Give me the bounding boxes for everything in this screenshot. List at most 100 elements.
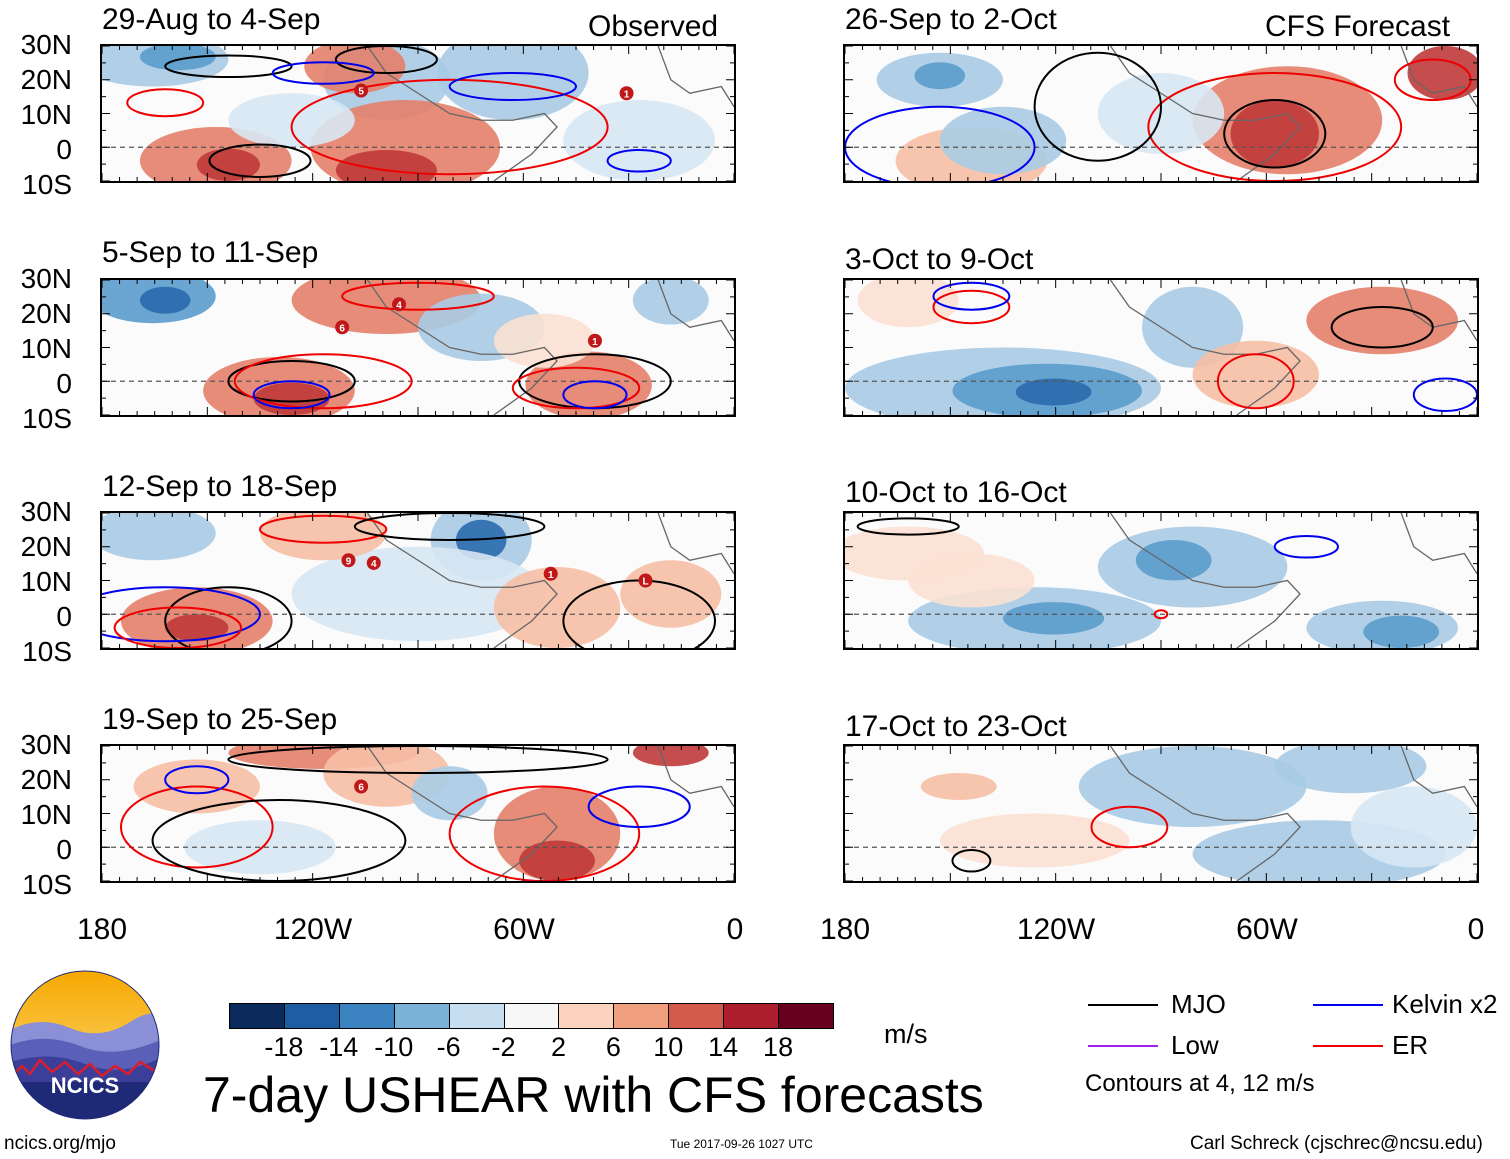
- shading-region: [1003, 602, 1105, 635]
- lat-tick-label: 0: [56, 601, 72, 632]
- coastline: [366, 280, 558, 415]
- contour-line: [932, 281, 1011, 311]
- contour-line: [587, 785, 691, 828]
- colorbar-segment: [448, 1003, 505, 1029]
- storm-id: 4: [371, 559, 377, 570]
- map-panel-forecast-1: [843, 44, 1479, 183]
- lon-tick-label: 120W: [1016, 913, 1096, 946]
- shading-region: [563, 100, 716, 181]
- coastline: [1400, 513, 1477, 575]
- lat-tick-label: 30N: [20, 496, 72, 527]
- colorbar-segment: [778, 1003, 834, 1029]
- shading-region: [139, 46, 216, 71]
- storm-id: 1: [624, 89, 630, 100]
- panel-title: 12-Sep to 18-Sep: [102, 470, 338, 503]
- contour-line: [252, 380, 331, 410]
- storm-id: 1: [548, 570, 554, 581]
- storm-icon: 4: [366, 555, 381, 570]
- shading-region: [939, 106, 1067, 175]
- storm-id: 1: [592, 337, 598, 348]
- legend-label-er: ER: [1392, 1030, 1429, 1060]
- colorbar-units: m/s: [884, 1019, 928, 1049]
- panel-title: 10-Oct to 16-Oct: [845, 476, 1067, 509]
- contour-line: [227, 746, 609, 774]
- lat-tick-label: 10S: [22, 169, 72, 200]
- contour-line: [562, 380, 628, 410]
- shading-region: [1306, 286, 1459, 355]
- lat-tick-label: 10N: [20, 566, 72, 597]
- contour-line: [856, 517, 960, 536]
- map-panel-forecast-2: [843, 278, 1479, 417]
- shading-region: [1015, 378, 1092, 406]
- figure-title: 7-day USHEAR with CFS forecasts: [203, 1067, 984, 1123]
- storm-id: L: [642, 577, 648, 588]
- colorbar-segment: [723, 1003, 780, 1029]
- shading-region: [857, 280, 959, 328]
- legend-contour-note: Contours at 4, 12 m/s: [1085, 1070, 1315, 1097]
- shading-region: [519, 840, 595, 881]
- contour-line: [126, 88, 205, 118]
- contour-line: [1147, 72, 1403, 181]
- contour-line: [102, 586, 261, 643]
- shading-region: [139, 286, 191, 314]
- lat-tick-label: 20N: [20, 298, 72, 329]
- panel-title: 29-Aug to 4-Sep: [102, 3, 321, 36]
- map-panel-observed-2: 6 4 1: [100, 278, 736, 417]
- contour-line: [1033, 51, 1163, 162]
- legend-label-kelvin: Kelvin x2: [1392, 989, 1498, 1019]
- lat-tick-label: 10S: [22, 403, 72, 434]
- panel-title: 3-Oct to 9-Oct: [845, 243, 1034, 276]
- colorbar-label: -6: [436, 1032, 461, 1062]
- panel-title: 19-Sep to 25-Sep: [102, 703, 338, 736]
- contour-line: [151, 799, 407, 881]
- lat-tick-label: 10N: [20, 799, 72, 830]
- map-panel-forecast-3: [843, 511, 1479, 650]
- shading-region: [1135, 540, 1212, 581]
- lon-tick-label: 60W: [493, 913, 555, 946]
- lon-tick-label: 180: [76, 913, 128, 946]
- contour-line: [334, 46, 438, 74]
- storm-icon: 1: [543, 566, 558, 581]
- website-text: ncics.org/mjo: [4, 1133, 116, 1154]
- legend-line-low: [1088, 1045, 1158, 1047]
- coastline: [366, 746, 558, 881]
- lat-tick-label: 10S: [22, 869, 72, 900]
- shading-region: [1078, 746, 1307, 827]
- storm-id: 9: [346, 556, 352, 567]
- lat-tick-label: 30N: [20, 263, 72, 294]
- lat-tick-label: 10S: [22, 636, 72, 667]
- forecast-label: CFS Forecast: [1265, 10, 1451, 43]
- shading-region: [165, 614, 229, 642]
- colorbar-label: 10: [653, 1032, 684, 1062]
- storm-icon: 6: [354, 779, 369, 794]
- colorbar-segment: [668, 1003, 725, 1029]
- coastline: [1109, 46, 1301, 181]
- shading-region: [228, 93, 355, 148]
- lon-tick-label: 180: [819, 913, 871, 946]
- shading-region: [1274, 746, 1427, 794]
- shading-region: [1230, 100, 1319, 168]
- contour-line: [208, 143, 312, 178]
- contour-line: [448, 72, 577, 101]
- coastline: [1400, 746, 1477, 808]
- colorbar-segment: [558, 1003, 615, 1029]
- timestamp-text: Tue 2017-09-26 1027 UTC: [670, 1137, 813, 1151]
- shading-region: [632, 746, 709, 767]
- storm-icon: 9: [341, 553, 356, 568]
- contour-line: [1090, 805, 1169, 849]
- colorbar-label: 14: [708, 1032, 739, 1062]
- shading-region: [632, 280, 709, 325]
- lat-tick-label: 30N: [20, 29, 72, 60]
- shading-region: [1192, 340, 1319, 409]
- shading-region: [493, 567, 621, 648]
- shading-region: [620, 560, 722, 628]
- colorbar-segment: [613, 1003, 670, 1029]
- storm-icon: 6: [335, 320, 350, 335]
- legend-label-mjo: MJO: [1171, 989, 1226, 1019]
- shading-region: [1350, 786, 1477, 868]
- shading-region: [493, 313, 595, 368]
- contour-line: [290, 78, 609, 176]
- contour-line: [845, 105, 1036, 181]
- storm-icon: 1: [587, 333, 602, 348]
